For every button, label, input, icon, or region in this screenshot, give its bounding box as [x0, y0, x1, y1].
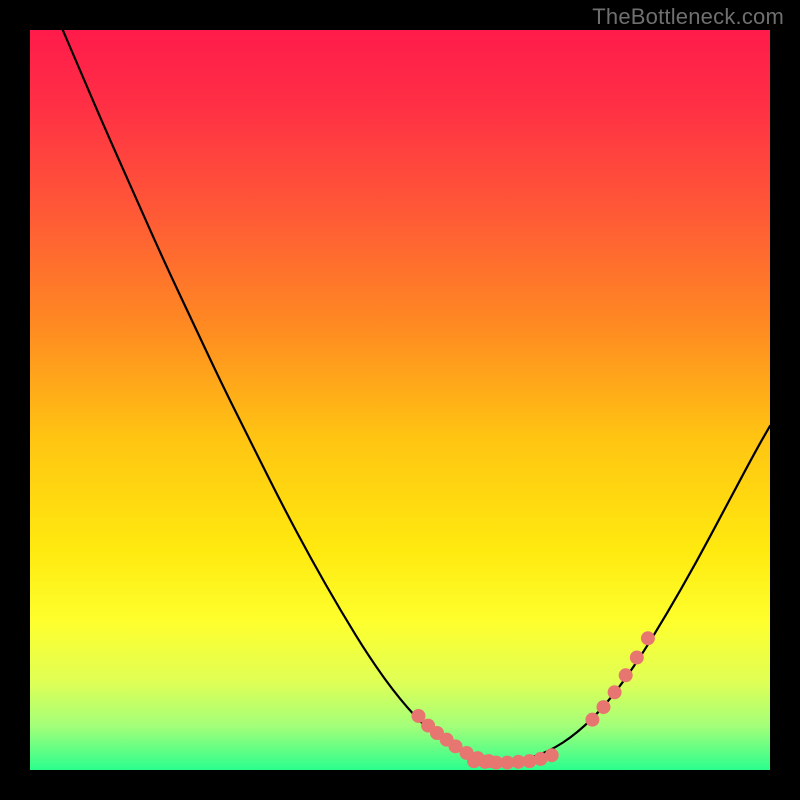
chart-frame: TheBottleneck.com [0, 0, 800, 800]
data-marker [641, 631, 655, 645]
data-marker [585, 713, 599, 727]
bottleneck-chart [0, 0, 800, 800]
data-marker [597, 700, 611, 714]
data-marker [608, 685, 622, 699]
data-marker [619, 668, 633, 682]
plot-background [30, 30, 770, 770]
data-marker [630, 651, 644, 665]
watermark-text: TheBottleneck.com [592, 4, 784, 30]
data-marker [545, 748, 559, 762]
